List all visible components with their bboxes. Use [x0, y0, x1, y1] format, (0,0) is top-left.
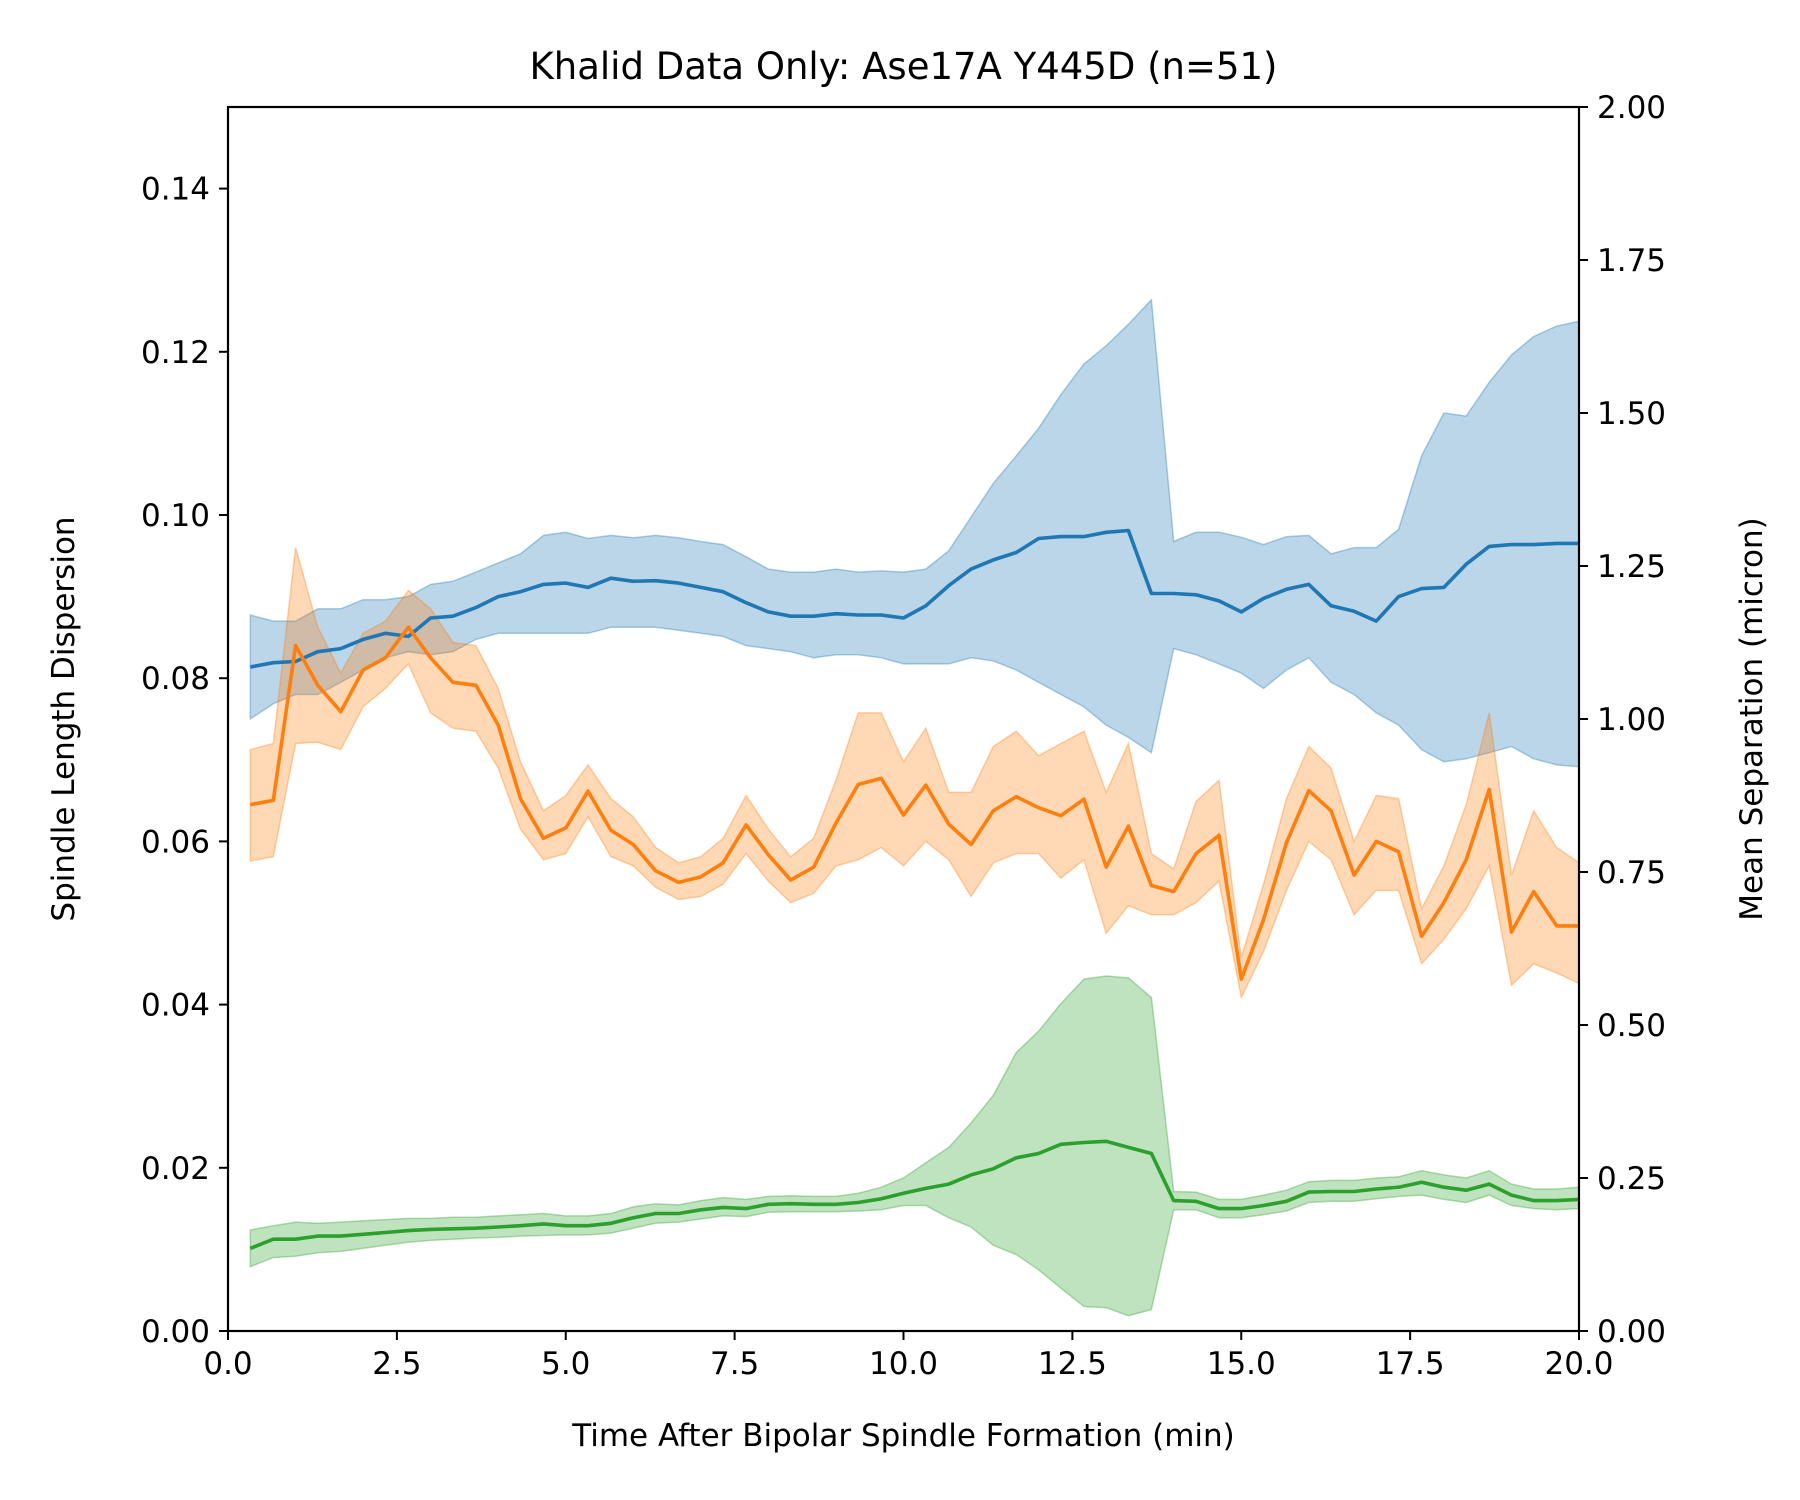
y2-tick-label: 1.75 — [1597, 243, 1666, 279]
y-tick-label: 0.06 — [141, 824, 210, 860]
y2-tick-label: 1.00 — [1597, 702, 1666, 738]
y-tick-label: 0.10 — [141, 498, 210, 534]
series-2-line — [249, 625, 1579, 981]
y2-axis-ticks: 0.00 0.25 0.50 0.75 1.00 1.25 1.50 1.75 2.00 — [1579, 90, 1666, 1350]
chart-title: Khalid Data Only: Ase17A Y445D (n=51) — [530, 45, 1278, 88]
y-axis-ticks: 0.00 0.02 0.04 0.06 0.08 0.10 0.12 0.14 — [141, 172, 228, 1350]
x-tick-label: 7.5 — [710, 1346, 759, 1382]
y2-tick-label: 1.25 — [1597, 549, 1666, 585]
y-tick-label: 0.14 — [141, 172, 210, 208]
y-tick-label: 0.00 — [141, 1314, 210, 1350]
series-3-line — [249, 1139, 1580, 1251]
y2-tick-label: 1.50 — [1597, 396, 1666, 432]
x-tick-label: 12.5 — [1038, 1346, 1107, 1382]
y2-tick-label: 2.00 — [1597, 90, 1666, 126]
x-tick-label: 5.0 — [541, 1346, 590, 1382]
plot-frame — [226, 105, 1581, 1333]
x-tick-label: 17.5 — [1376, 1346, 1445, 1382]
y-tick-label: 0.08 — [141, 661, 210, 697]
confidence-bands — [249, 298, 1580, 1317]
y2-tick-label: 0.50 — [1597, 1008, 1666, 1044]
x-tick-label: 10.0 — [869, 1346, 938, 1382]
series-3-band — [249, 975, 1580, 1317]
x-tick-label: 20.0 — [1544, 1346, 1613, 1382]
y2-tick-label: 0.25 — [1597, 1161, 1666, 1197]
x-tick-label: 15.0 — [1207, 1346, 1276, 1382]
y2-tick-label: 0.75 — [1597, 855, 1666, 891]
x-axis-label: Time After Bipolar Spindle Formation (mi… — [571, 1418, 1235, 1454]
y-tick-label: 0.04 — [141, 988, 210, 1024]
x-tick-label: 0.0 — [203, 1346, 252, 1382]
x-tick-label: 2.5 — [372, 1346, 421, 1382]
y-tick-label: 0.12 — [141, 335, 210, 371]
y-axis-label: Spindle Length Dispersion — [46, 516, 82, 921]
y2-axis-label: Mean Separation (micron) — [1734, 517, 1770, 920]
y-tick-label: 0.02 — [141, 1151, 210, 1187]
x-axis-ticks: 0.0 2.5 5.0 7.5 10.0 12.5 15.0 17.5 20.0 — [203, 1331, 1614, 1382]
series-1-line — [249, 528, 1579, 669]
series-lines — [249, 528, 1580, 1251]
y2-tick-label: 0.00 — [1597, 1314, 1666, 1350]
